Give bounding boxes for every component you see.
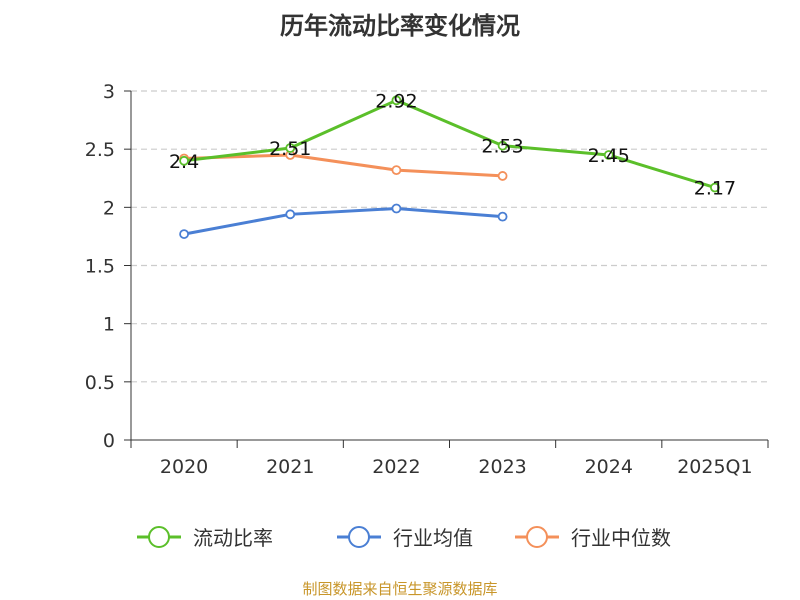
y-tick-label: 2 [103, 197, 115, 219]
series-2 [179, 203, 508, 239]
y-tick-label: 1 [103, 314, 115, 336]
series-line [183, 206, 503, 236]
source-note: 制图数据来自恒生聚源数据库 [302, 580, 498, 598]
data-point[interactable] [285, 143, 296, 153]
x-tick-label: 2020 [160, 456, 208, 478]
data-label: 2.4 [169, 151, 199, 173]
legend-label: 行业中位数 [571, 526, 671, 550]
series-line [183, 98, 716, 189]
data-point[interactable] [497, 171, 508, 181]
data-point[interactable] [285, 209, 296, 220]
x-tick-label: 2022 [372, 456, 420, 478]
data-point[interactable] [710, 182, 720, 193]
data-point[interactable] [497, 211, 508, 222]
legend-marker [148, 526, 170, 548]
legend-item-2[interactable]: 行业均值 [337, 526, 473, 550]
gridlines [131, 90, 768, 383]
data-point[interactable] [179, 229, 189, 239]
x-tick-label: 2025Q1 [677, 456, 752, 478]
data-point[interactable] [391, 95, 402, 106]
data-point[interactable] [603, 150, 614, 160]
y-tick-label: 3 [103, 81, 115, 103]
legend-label: 流动比率 [193, 526, 273, 550]
legend-marker [348, 526, 370, 548]
legend-item-3[interactable]: 行业中位数 [515, 526, 671, 550]
data-label: 2.17 [694, 178, 736, 200]
data-point[interactable] [179, 155, 189, 166]
x-tick-label: 2023 [478, 456, 526, 478]
legend-item-1[interactable]: 流动比率 [137, 526, 273, 550]
legend-label: 行业均值 [393, 526, 473, 550]
y-tick-label: 1.5 [85, 256, 115, 278]
y-tick-label: 0 [103, 430, 115, 452]
series-lines [179, 95, 720, 239]
data-label: 2.45 [588, 145, 630, 167]
data-label: 2.53 [481, 136, 523, 158]
data-labels: 2.4 2.51 2.92 2.53 2.45 2.17 [169, 90, 736, 199]
data-point[interactable] [391, 203, 402, 214]
data-point[interactable] [391, 165, 402, 176]
chart-title: 历年流动比率变化情况 [280, 12, 520, 40]
legend[interactable]: 流动比率 行业均值 行业中位数 [137, 526, 671, 550]
y-tick-label: 2.5 [85, 139, 115, 161]
y-tick-label: 0.5 [85, 372, 115, 394]
legend-marker [526, 526, 548, 548]
data-label: 2.92 [375, 90, 417, 112]
data-point[interactable] [497, 140, 508, 151]
series-1 [179, 95, 720, 193]
x-tick-label: 2024 [585, 456, 633, 478]
series-line [184, 153, 503, 178]
x-tick-label: 2021 [266, 456, 314, 478]
data-label: 2.51 [269, 138, 311, 160]
